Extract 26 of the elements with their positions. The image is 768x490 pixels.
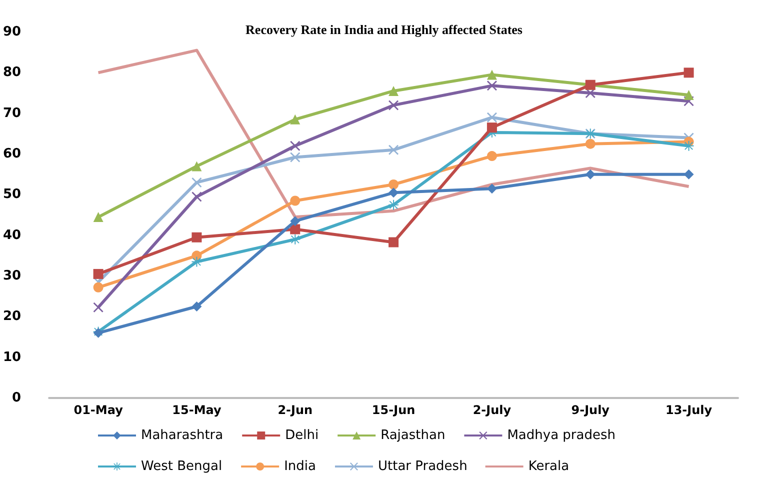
y-tick-label: 40 [2, 228, 22, 243]
x-tick-label: 15-Jun [372, 403, 416, 417]
x-tick-label: 13-July [665, 403, 712, 417]
y-tick-label: 70 [2, 106, 22, 121]
legend-label: Maharashtra [141, 428, 224, 443]
chart-title: Recovery Rate in India and Highly affected States [246, 22, 522, 37]
y-tick-label: 80 [2, 65, 22, 80]
y-tick-label: 90 [2, 24, 22, 40]
legend-label: Rajasthan [380, 428, 446, 443]
x-tick-label: 2-Jun [278, 403, 313, 417]
x-tick-label: 9-July [571, 403, 610, 417]
y-tick-label: 30 [2, 268, 22, 284]
x-tick-label: 15-May [172, 403, 222, 417]
legend-label: West Bengal [141, 459, 222, 474]
legend-label: India [284, 459, 316, 474]
y-tick-label: 0 [12, 390, 22, 406]
y-tick-label: 60 [2, 146, 22, 162]
legend-label: Madhya pradesh [507, 428, 616, 443]
legend-label: Uttar Pradesh [378, 459, 468, 474]
legend-label: Kerala [528, 459, 570, 474]
y-tick-label: 20 [2, 309, 22, 324]
y-tick-label: 10 [2, 350, 22, 365]
y-tick-label: 50 [2, 187, 22, 202]
x-tick-label: 2-July [472, 403, 512, 417]
x-tick-label: 01-May [74, 403, 124, 417]
legend-label: Delhi [285, 428, 319, 443]
